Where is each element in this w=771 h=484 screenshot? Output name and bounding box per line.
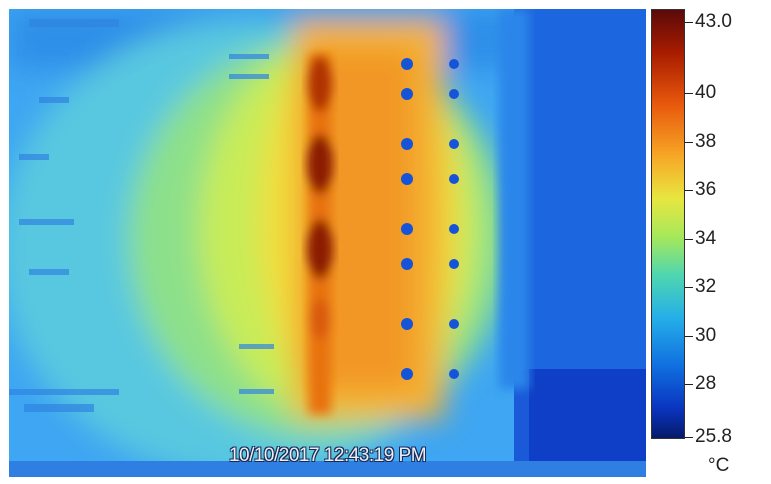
scale-tick: 25.8 <box>685 425 765 449</box>
scale-tick: 30 <box>685 324 765 348</box>
scale-tick: 34 <box>685 227 765 251</box>
color-scale-bar <box>651 9 685 439</box>
scale-tick: 36 <box>685 178 765 202</box>
scale-tick: 43.0 <box>685 10 765 34</box>
scale-tick: 38 <box>685 130 765 154</box>
scale-tick: 28 <box>685 372 765 396</box>
thermal-image: 10/10/2017 12:43:19 PM <box>9 9 646 477</box>
scale-tick: 32 <box>685 275 765 299</box>
scale-tick: 40 <box>685 81 765 105</box>
temperature-unit: °C <box>708 455 730 476</box>
timestamp: 10/10/2017 12:43:19 PM <box>228 445 427 466</box>
thermal-heatmap <box>9 9 646 477</box>
